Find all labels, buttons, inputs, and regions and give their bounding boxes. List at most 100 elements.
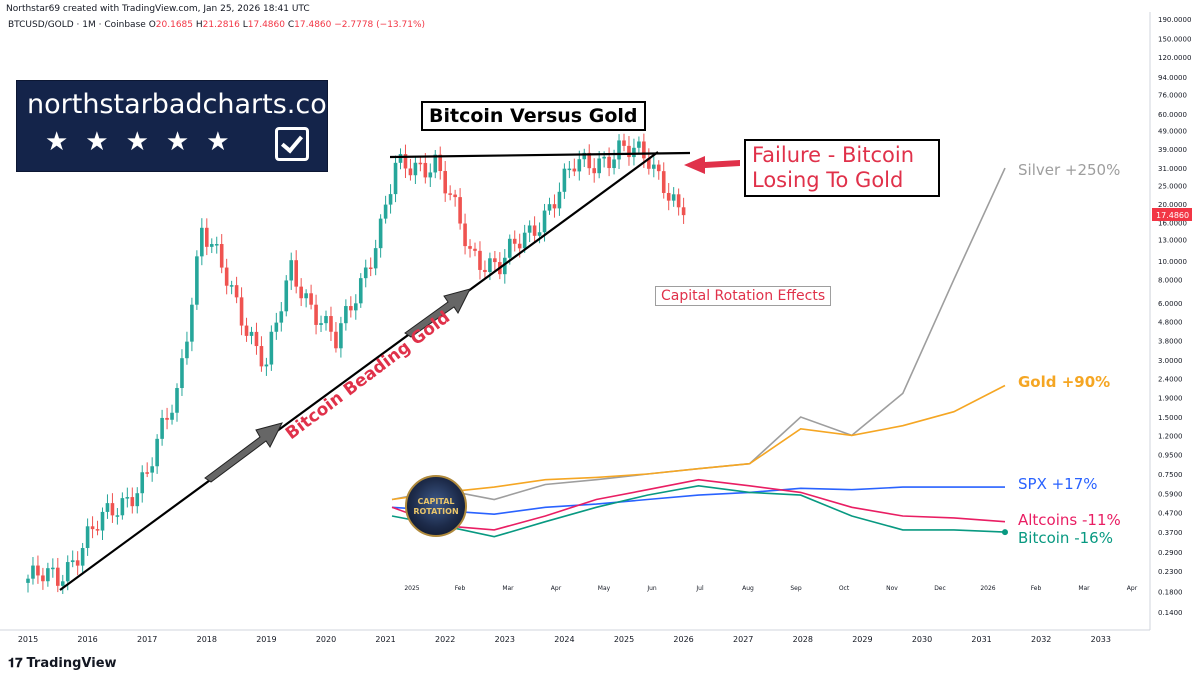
candle-down [438,154,443,172]
candle-up [388,194,393,205]
candle-up [26,578,30,583]
inset-time-tick-label: Dec [934,585,946,592]
candle-down [463,223,467,247]
candle-up [354,303,358,311]
time-tick-label: 2015 [18,635,38,644]
inset-time-tick-label: Nov [886,585,898,592]
inset-time-tick-label: Jun [646,585,657,592]
candle-up [339,323,343,349]
candle-up [150,466,154,473]
candle-down [587,152,592,169]
candle-up [537,232,542,236]
candle-down [110,503,115,516]
price-tick-label: 13.0000 [1158,236,1187,244]
candle-down [572,168,577,172]
candle-up [65,562,70,582]
candle-up [562,168,567,192]
candle-down [36,565,40,576]
candle-up [527,225,532,233]
time-tick-label: 2027 [733,635,753,644]
gold-performance-label: Gold +90% [1018,373,1111,391]
inset-time-tick-label: Jul [695,585,704,592]
brand-name: northstarbadcharts.com [27,89,354,120]
candle-down [666,192,671,201]
capital-rotation-label: Capital Rotation Effects [655,286,832,306]
rising-trendline [59,151,659,591]
tradingview-brand[interactable]: 𝟏𝟕 TradingView [8,656,117,671]
candle-down [627,145,631,158]
symbol-legend[interactable]: BTCUSD/GOLD · 1M · Coinbase O20.1685 H21… [8,20,425,30]
price-tick-label: 10.0000 [1158,258,1187,266]
candle-up [413,162,418,176]
candle-down [681,207,686,216]
price-tick-label: 0.4700 [1158,509,1183,517]
candle-up [269,331,274,365]
high-label: H [195,20,203,30]
candle-up [547,204,552,211]
arrow-up-right-2 [404,288,471,338]
checkbox-checked-icon [275,127,309,161]
price-tick-label: 76.0000 [1158,91,1187,99]
inset-time-tick-label: Apr [551,585,562,592]
candle-up [284,280,289,312]
candle-down [676,194,681,208]
candle-down [656,164,661,172]
candle-down [314,304,318,325]
candle-up [140,472,145,494]
candle-up [632,147,636,158]
candle-up [344,306,348,324]
time-tick-label: 2028 [793,635,813,644]
inset-time-tick-label: Sep [790,585,802,592]
time-tick-label: 2021 [375,635,395,644]
candle-down [443,171,447,194]
time-tick-label: 2025 [614,635,634,644]
candle-down [473,248,477,251]
candle-up [637,141,641,148]
candle-up [180,358,184,389]
candle-up [617,140,621,160]
candle-up [652,164,656,169]
candle-up [85,526,90,549]
candle-up [170,412,174,420]
capital-rotation-logo: CAPITAL ROTATION [405,475,467,537]
close-value: 17.4860 [294,20,332,30]
price-tick-label: 0.5900 [1158,491,1183,499]
candle-down [145,472,149,474]
candle-up [393,162,398,195]
spx-performance-label: SPX +17% [1018,475,1098,493]
price-tick-label: 6.0000 [1158,300,1183,308]
candle-up [433,154,438,173]
price-tick-label: 150.0000 [1158,35,1191,43]
close-label: C [287,20,295,30]
candle-down [299,286,303,299]
candle-up [120,498,125,516]
candle-up [522,232,527,249]
time-tick-label: 2029 [852,635,872,644]
price-tick-label: 190.0000 [1158,16,1191,24]
price-tick-label: 16.0000 [1158,219,1187,227]
candle-down [259,346,264,367]
price-tick-label: 1.5000 [1158,414,1183,422]
time-tick-label: 2032 [1031,635,1051,644]
candle-down [368,267,373,270]
candle-down [408,168,413,176]
candle-up [428,172,433,178]
candle-down [309,293,313,305]
candle-up [46,568,50,582]
inset-time-tick-label: Feb [455,585,466,592]
candle-down [423,162,428,178]
candle-down [205,227,209,247]
price-tick-label: 0.2300 [1158,568,1183,576]
price-tick-label: 3.8000 [1158,338,1183,346]
candle-down [90,526,95,530]
time-tick-label: 2019 [256,635,276,644]
price-tick-label: 20.0000 [1158,201,1187,209]
candle-up [214,244,219,246]
candle-up [289,260,294,281]
price-tick-label: 4.8000 [1158,318,1183,326]
candle-up [358,278,363,304]
candle-up [125,497,130,499]
candle-down [403,154,408,169]
chart-credit: Northstar69 created with TradingView.com… [6,4,310,14]
time-tick-label: 2026 [673,635,693,644]
